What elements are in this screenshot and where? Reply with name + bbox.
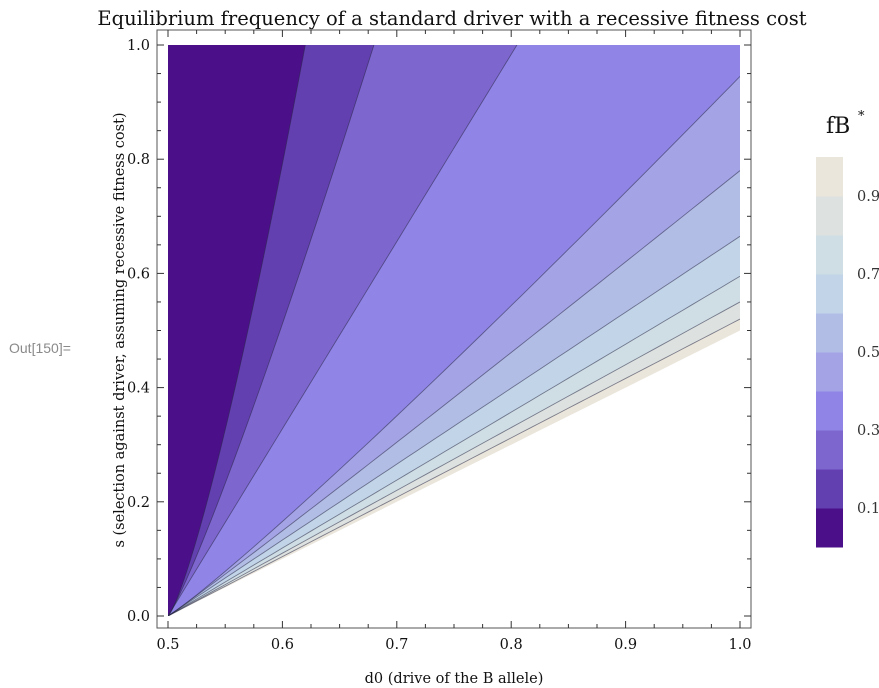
contour-line-0.5 <box>168 170 740 616</box>
contour-lines <box>168 45 740 616</box>
undefined-region <box>168 330 740 616</box>
legend-tick-label: 0.1 <box>857 501 879 517</box>
x-tick-label: 0.7 <box>385 637 408 653</box>
x-tick-label: 1.0 <box>728 637 751 653</box>
y-tick-label: 0.0 <box>127 609 150 625</box>
contour-line-0.9 <box>168 318 740 616</box>
legend-swatch <box>816 235 843 275</box>
contour-bands <box>168 45 740 616</box>
legend-swatch <box>816 313 843 353</box>
x-tick-label: 0.5 <box>156 637 179 653</box>
x-tick-label: 0.8 <box>500 637 523 653</box>
legend-title: fB <box>826 114 850 139</box>
y-tick-label: 1.0 <box>127 38 150 54</box>
y-tick-label: 0.4 <box>127 381 150 397</box>
axis-ticks: 0.5 0.6 0.7 0.8 0.9 1.0 0.0 0.2 0.4 0.6 0.8 1.0 <box>127 30 752 653</box>
legend-swatch <box>816 196 843 236</box>
x-tick-label: 0.6 <box>271 637 294 653</box>
legend-tick-label: 0.5 <box>857 345 879 361</box>
legend-swatch <box>816 508 843 548</box>
y-axis-label: s (selection against driver, assuming re… <box>112 112 128 547</box>
legend-swatch <box>816 391 843 431</box>
y-tick-label: 0.2 <box>127 495 150 511</box>
legend: 0.1 0.3 0.5 0.7 0.9 fB * <box>816 109 879 548</box>
x-tick-label: 0.9 <box>614 637 637 653</box>
contour-line-0.8 <box>168 301 740 616</box>
legend-swatch <box>816 469 843 509</box>
contour-line-0.6 <box>168 235 740 616</box>
legend-swatch <box>816 157 843 197</box>
legend-tick-label: 0.9 <box>857 189 879 205</box>
contour-line-0.2 <box>168 45 375 616</box>
legend-swatch <box>816 430 843 470</box>
chart-title: Equilibrium frequency of a standard driv… <box>97 7 806 30</box>
legend-swatch <box>816 352 843 392</box>
x-axis-label: d0 (drive of the B allele) <box>365 671 544 687</box>
legend-title-superscript: * <box>858 109 865 124</box>
contour-line-0.1 <box>168 45 306 616</box>
contour-line-0.4 <box>168 76 740 616</box>
y-tick-label: 0.6 <box>127 266 150 282</box>
legend-swatch <box>816 274 843 314</box>
y-tick-label: 0.8 <box>127 152 150 168</box>
output-cell-label: Out[150]= <box>9 340 71 356</box>
legend-tick-label: 0.7 <box>857 267 879 283</box>
legend-tick-label: 0.3 <box>857 423 879 439</box>
contour-line-0.3 <box>168 45 518 616</box>
contour-line-0.7 <box>168 275 740 616</box>
